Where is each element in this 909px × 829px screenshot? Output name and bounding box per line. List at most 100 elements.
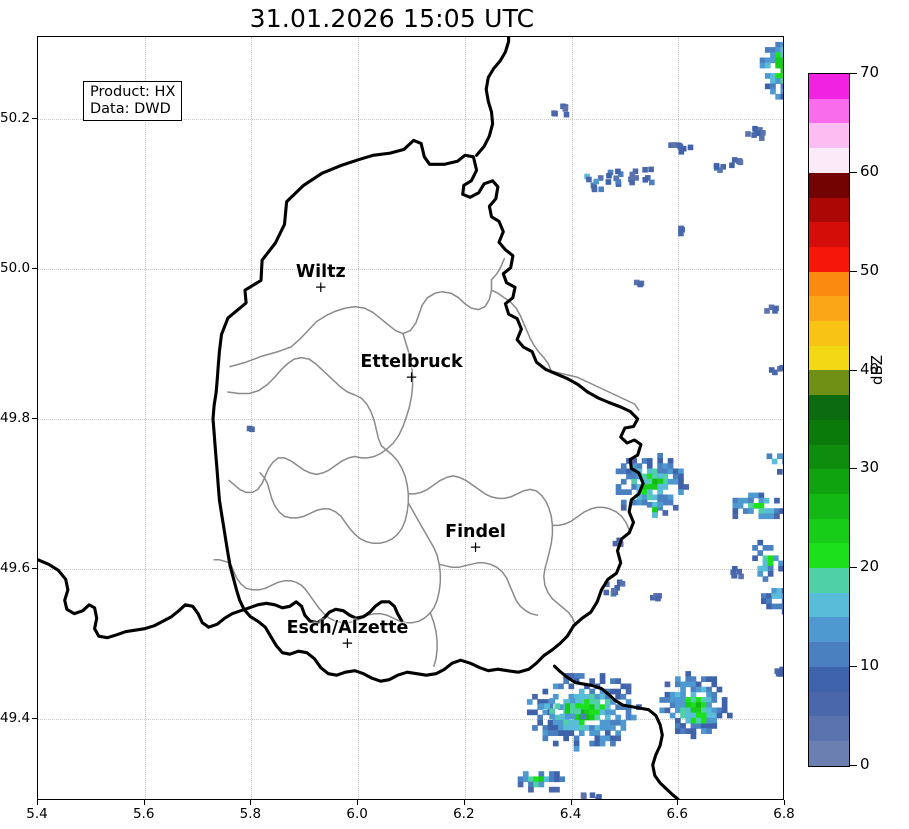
radar-bin <box>706 686 712 693</box>
radar-bin <box>578 709 585 716</box>
radar-bin <box>706 676 712 682</box>
radar-bin <box>589 688 595 695</box>
x-tick-label: 6.6 <box>666 806 689 822</box>
radar-bin <box>767 560 774 567</box>
radar-bin <box>669 697 676 703</box>
colorbar-band <box>809 98 849 124</box>
radar-bin <box>675 691 681 698</box>
grid-line-vertical <box>251 37 253 799</box>
radar-bin <box>615 730 621 736</box>
y-tick <box>32 418 37 419</box>
radar-bin <box>603 589 610 596</box>
radar-bin <box>631 499 637 506</box>
grid-line-horizontal <box>38 119 783 121</box>
grid-line-horizontal <box>38 269 783 271</box>
radar-bin <box>669 712 676 719</box>
radar-bin <box>752 555 758 562</box>
radar-bin <box>657 501 663 508</box>
radar-bin <box>620 719 627 726</box>
radar-bin <box>564 713 571 720</box>
radar-bin <box>675 697 681 703</box>
map-plot-area[interactable]: Wiltz + Ettelbruck + Findel + Esch/Alzette + Pr… <box>37 36 784 800</box>
radar-bin <box>648 166 654 173</box>
radar-bin <box>678 468 684 475</box>
radar-bin <box>646 463 653 469</box>
radar-bin <box>695 697 702 703</box>
radar-bin <box>599 673 606 679</box>
radar-bin <box>575 708 581 715</box>
radar-bin <box>626 473 632 480</box>
colorbar-tick-label: 50 <box>860 260 880 279</box>
radar-bin <box>594 704 601 710</box>
radar-bin <box>732 566 738 572</box>
radar-bin <box>781 608 783 615</box>
radar-bin <box>690 717 697 724</box>
radar-bin <box>542 688 549 695</box>
x-tick <box>250 800 252 805</box>
radar-bin <box>711 717 718 724</box>
radar-bin <box>584 699 590 705</box>
radar-bin <box>636 499 643 506</box>
radar-bin <box>631 478 637 485</box>
radar-bin <box>711 691 718 698</box>
radar-bin <box>782 458 783 465</box>
radar-bin <box>573 735 580 742</box>
radar-bin <box>695 686 702 693</box>
radar-bin <box>672 478 679 485</box>
radar-bin <box>573 725 580 731</box>
colorbar-band <box>809 592 849 618</box>
city-label: Esch/Alzette <box>286 617 409 638</box>
colorbar[interactable] <box>808 73 850 767</box>
radar-bin <box>615 714 621 721</box>
radar-bin <box>604 709 611 716</box>
radar-bin <box>548 771 555 777</box>
radar-bin <box>615 484 622 490</box>
colorbar-band <box>809 148 849 173</box>
radar-bin <box>610 699 616 705</box>
radar-bin <box>594 725 601 731</box>
radar-bin <box>626 489 632 495</box>
radar-bin <box>599 740 606 747</box>
radar-bin <box>599 725 606 731</box>
radar-bin <box>701 717 707 724</box>
radar-bin <box>549 713 555 720</box>
radar-bin <box>667 463 674 469</box>
radar-bin <box>781 593 783 599</box>
radar-bin <box>771 588 778 594</box>
colorbar-tick <box>850 468 857 470</box>
colorbar-band <box>809 543 849 569</box>
radar-bin <box>776 593 783 599</box>
radar-bin <box>716 712 723 719</box>
national-border-path <box>211 138 645 683</box>
radar-bin <box>776 588 783 594</box>
radar-bin <box>598 186 604 193</box>
radar-bin <box>753 503 759 509</box>
radar-bin <box>559 713 566 720</box>
colorbar-band <box>809 617 849 643</box>
radar-bin <box>766 593 772 599</box>
grid-line-vertical <box>678 37 680 799</box>
colorbar-tick-label: 0 <box>860 755 870 773</box>
radar-bin <box>615 693 621 700</box>
radar-bin <box>711 681 718 688</box>
radar-bin <box>758 508 765 514</box>
radar-bin <box>675 676 681 682</box>
radar-bin <box>655 595 661 602</box>
radar-bin <box>685 676 692 682</box>
radar-bin <box>641 494 648 501</box>
radar-bin <box>770 73 776 79</box>
radar-bin <box>748 497 754 504</box>
y-tick-label: 50.2 <box>0 110 31 127</box>
radar-bin <box>690 702 697 708</box>
x-tick-label: 5.4 <box>26 806 48 822</box>
radar-bin <box>772 308 778 314</box>
radar-bin <box>766 598 772 605</box>
radar-bin <box>631 458 637 464</box>
radar-bin <box>706 707 712 714</box>
district-border-path <box>407 475 577 627</box>
radar-bin <box>657 483 664 490</box>
radar-bin <box>701 686 707 693</box>
radar-bin <box>780 57 783 64</box>
radar-bin <box>759 135 765 141</box>
info-product: Product: HX <box>90 84 176 100</box>
